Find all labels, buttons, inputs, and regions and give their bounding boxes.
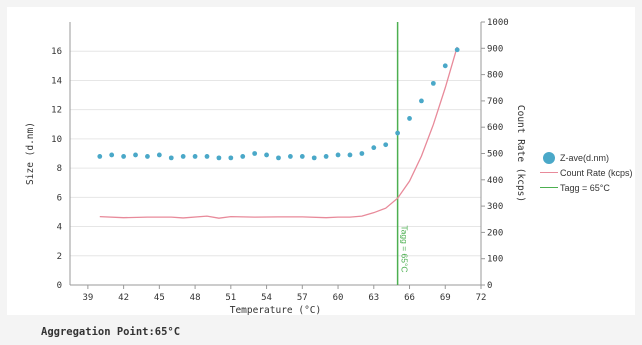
aggregation-point-label: Aggregation Point:65°C <box>41 326 181 338</box>
size-data-point <box>168 155 174 161</box>
size-data-point <box>299 154 305 159</box>
size-data-point <box>145 154 150 159</box>
y-left-tick-label: 14 <box>51 76 62 86</box>
y-left-tick-label: 12 <box>51 106 62 116</box>
x-tick-label: 63 <box>368 293 379 303</box>
x-tick-label: 42 <box>118 293 129 303</box>
y-left-tick-label: 8 <box>57 164 62 174</box>
y-right-tick-label: 1000 <box>487 18 509 28</box>
size-data-point <box>97 154 103 159</box>
legend-item-count-rate[interactable]: Count Rate (kcps) <box>538 165 642 180</box>
y-left-tick-label: 16 <box>51 47 62 57</box>
x-tick-label: 60 <box>333 293 344 303</box>
legend-item-tagg[interactable]: Tagg = 65°C <box>538 180 642 195</box>
y-right-tick-label: 300 <box>487 202 503 212</box>
legend-label-tagg: Tagg = 65°C <box>560 182 610 193</box>
y-right-tick-label: 700 <box>487 97 503 107</box>
size-data-point <box>430 80 436 86</box>
y-left-tick-label: 0 <box>57 281 62 291</box>
size-data-point <box>156 152 162 158</box>
size-data-point <box>109 152 115 158</box>
legend-label-count-rate: Count Rate (kcps) <box>560 167 633 178</box>
y-right-axis-title: Count Rate (kcps) <box>515 105 526 202</box>
size-data-point <box>133 152 138 158</box>
size-data-point <box>216 155 222 161</box>
legend-item-size[interactable]: Z-ave(d.nm) <box>538 150 642 165</box>
x-tick-label: 72 <box>476 293 487 303</box>
y-right-tick-label: 0 <box>487 281 492 291</box>
legend-tagg-swatch <box>540 187 558 188</box>
y-left-tick-label: 10 <box>51 135 62 145</box>
y-left-axis-title: Size (d.nm) <box>25 122 36 185</box>
size-data-point <box>264 152 269 158</box>
y-right-tick-label: 400 <box>487 176 503 186</box>
size-data-point <box>419 98 424 104</box>
size-data-point <box>287 154 293 159</box>
y-right-tick-label: 800 <box>487 71 503 81</box>
size-data-point <box>240 154 246 159</box>
legend-line-swatch <box>540 172 558 173</box>
size-data-point <box>347 152 353 158</box>
y-right-tick-label: 900 <box>487 44 503 54</box>
y-right-tick-label: 500 <box>487 150 503 160</box>
size-data-point <box>323 154 329 159</box>
size-data-point <box>276 155 281 161</box>
size-data-point <box>204 154 210 159</box>
size-data-point <box>180 154 186 159</box>
y-left-tick-label: 6 <box>57 193 62 203</box>
y-right-tick-label: 600 <box>487 123 503 133</box>
size-data-point <box>407 116 412 121</box>
x-tick-label: 57 <box>297 293 308 303</box>
x-tick-label: 69 <box>440 293 451 303</box>
size-data-point <box>395 130 401 136</box>
x-tick-label: 39 <box>82 293 93 303</box>
count-rate-line <box>99 46 458 219</box>
legend-dot-swatch <box>543 151 555 164</box>
y-left-tick-label: 4 <box>57 223 62 233</box>
x-tick-label: 51 <box>225 293 236 303</box>
size-data-point <box>383 142 389 148</box>
size-data-point <box>192 154 198 159</box>
size-data-point <box>228 155 234 161</box>
y-right-tick-label: 200 <box>487 228 503 238</box>
plot-panel: 39 42 45 48 51 54 57 60 63 66 69 72 0 2 4 6 8 10 12 14 16 0 10… <box>7 7 635 315</box>
size-data-point <box>311 155 317 161</box>
tagg-annotation: Tagg = 65°C <box>400 225 410 272</box>
size-data-point <box>442 63 448 69</box>
x-axis-title: Temperature (°C) <box>230 305 322 315</box>
footer-bar: Aggregation Point:65°C <box>0 318 642 345</box>
y-left-tick-label: 2 <box>57 252 62 262</box>
x-tick-label: 66 <box>404 293 415 303</box>
aggregation-chart: 39 42 45 48 51 54 57 60 63 66 69 720246810121416010… <box>25 18 526 315</box>
x-tick-label: 48 <box>190 293 201 303</box>
legend: Z-ave(d.nm) Count Rate (kcps) Tagg = 65°… <box>538 150 642 195</box>
size-data-point <box>121 154 127 159</box>
x-tick-label: 54 <box>261 293 272 303</box>
y-right-tick-label: 100 <box>487 255 503 265</box>
size-data-point <box>371 145 377 151</box>
x-tick-label: 45 <box>154 293 165 303</box>
legend-label-size: Z-ave(d.nm) <box>560 152 610 163</box>
size-data-point <box>454 47 460 53</box>
size-data-point <box>335 152 341 158</box>
size-data-point <box>252 151 258 156</box>
size-data-point <box>359 151 365 156</box>
